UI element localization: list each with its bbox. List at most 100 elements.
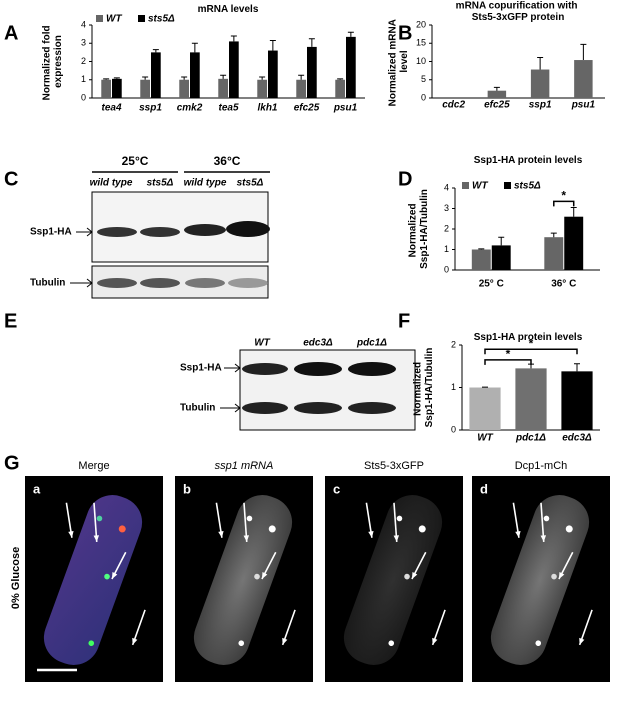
y-tick-label: 1 [81,74,86,84]
bar [515,368,546,430]
chart-title: mRNA levels [198,4,259,15]
legend-swatch [504,182,511,189]
row-label: Ssp1-HA [180,363,222,374]
error-bar [494,87,500,90]
lane-label: wild type [90,178,133,189]
y-tick-label: 20 [416,19,426,29]
panel-label: D [398,168,412,190]
chart-title: mRNA copurification with Sts5-3xGFP prot… [456,0,581,22]
blot-c: 25°C 36°C wild type sts5Δ wild type sts5… [30,154,270,298]
y-tick-label: 1 [451,382,456,392]
lane-label: sts5Δ [237,178,264,189]
condition-label: 0% Glucose [10,547,22,609]
y-tick-label: 4 [444,182,449,192]
channel-title: Sts5-3xGFP [364,460,424,472]
x-tick-label: cdc2 [442,100,465,111]
bar [564,217,583,270]
x-tick-label: efc25 [484,100,510,111]
y-axis-label: Normalized Ssp1-HA/Tubulin [407,189,430,269]
y-tick-label: 0 [421,92,426,102]
annotation: * [561,188,566,202]
x-tick-label: ssp1 [529,100,552,111]
legend-swatch [138,15,145,22]
y-tick-label: 4 [81,19,86,29]
x-tick-label: pdc1Δ [515,433,546,444]
error-bar [192,43,198,52]
panel-label: G [4,452,20,474]
x-tick-label: psu1 [571,100,596,111]
y-tick-label: 2 [444,223,449,233]
lane-label: pdc1Δ [356,338,387,349]
legend-label: sts5Δ [514,181,541,192]
y-tick-label: 0 [81,92,86,102]
legend-label: WT [106,14,122,25]
lane-label: wild type [184,178,227,189]
x-tick-label: WT [477,433,493,444]
channel-letter: a [33,481,41,496]
bar [488,91,506,98]
bar [101,80,111,98]
channel-title: Merge [78,460,109,472]
error-bar [270,41,276,51]
panel-label: F [398,310,410,332]
error-bar [309,39,315,47]
x-tick-label: ssp1 [139,103,162,114]
error-bar [298,75,304,80]
error-bar [220,75,226,79]
error-bar [571,207,577,216]
bar [469,388,500,431]
error-bar [478,249,484,250]
bar [268,51,278,98]
row-label: Tubulin [30,278,65,289]
x-tick-label: 36° C [551,279,576,290]
channel-letter: b [183,481,191,496]
bar [229,41,239,98]
error-bar [348,32,354,37]
panel-label: B [398,22,412,44]
bar [112,79,122,98]
panel-label: C [4,168,18,190]
annotation: * [529,336,534,350]
row-label: Ssp1-HA [30,227,72,238]
temperature: 36°C [214,154,241,168]
y-tick-label: 2 [81,56,86,66]
bar [561,371,592,430]
y-tick-label: 3 [444,203,449,213]
channel-title: ssp1 mRNA [215,460,274,472]
channel-letter: d [480,481,488,496]
legend-swatch [462,182,469,189]
error-bar [580,44,586,60]
error-bar [114,78,120,79]
x-tick-label: psu1 [333,103,358,114]
x-tick-label: lkh1 [257,103,277,114]
bar [472,250,491,271]
chart-title: Ssp1-HA protein levels [474,155,583,166]
bar [151,52,161,98]
error-bar [498,237,504,245]
y-axis-label: Normalized fold expression [41,23,64,101]
y-tick-label: 15 [416,38,426,48]
bar [179,80,189,98]
temperature: 25°C [122,154,149,168]
bar [190,52,200,98]
legend-label: sts5Δ [148,14,175,25]
error-bar [231,36,237,41]
x-tick-label: edc3Δ [562,433,592,444]
row-label: Tubulin [180,403,215,414]
y-tick-label: 0 [451,424,456,434]
channel-letter: c [333,481,340,496]
panel-label: E [4,310,17,332]
bar [296,80,306,98]
bar [346,37,356,98]
legend-label: WT [472,181,488,192]
bar [257,80,267,98]
error-bar [337,79,343,80]
error-bar [574,364,580,372]
x-tick-label: efc25 [294,103,320,114]
error-bar [103,79,109,80]
lane-label: WT [254,338,270,349]
x-tick-label: tea4 [101,103,121,114]
bar [531,70,549,98]
